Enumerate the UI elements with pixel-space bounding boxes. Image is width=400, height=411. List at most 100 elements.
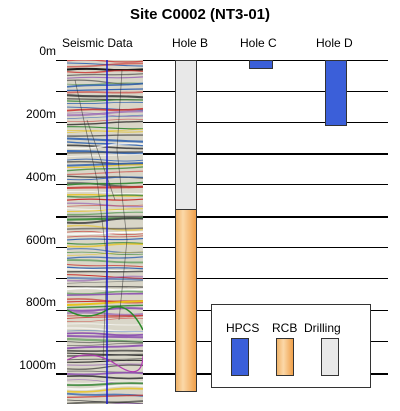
grid-line-500: [56, 216, 388, 218]
grid-line-700: [56, 278, 388, 279]
legend-label-rcb: RCB: [272, 321, 298, 335]
seismic-reflector-band: [67, 126, 143, 130]
grid-line-200: [56, 122, 388, 123]
seismic-reflector-band: [67, 251, 143, 256]
seismic-reflector-band: [67, 166, 143, 172]
seismic-reflector-band: [67, 290, 143, 295]
seismic-reflector-band: [67, 330, 143, 333]
seismic-reflector-band: [67, 263, 143, 268]
depth-label-800: 800m: [25, 295, 56, 309]
depth-label-0: 0m: [39, 44, 56, 58]
seismic-reflector-band: [67, 259, 143, 264]
seismic-reflector-band: [67, 88, 143, 92]
hole-b-drilling-bar: [175, 60, 197, 210]
legend-label-drilling: Drilling: [304, 321, 341, 335]
legend-label-hpcs: HPCS: [226, 321, 260, 335]
seismic-reflector-band: [67, 69, 143, 74]
seismic-reflector-band: [67, 82, 143, 88]
depth-label-200: 200m: [25, 107, 56, 121]
seismic-reflector-band: [67, 151, 143, 154]
seismic-reflector-band: [67, 227, 143, 230]
seismic-reflector-band: [67, 251, 143, 255]
seismic-reflector-band: [67, 76, 143, 79]
seismic-reflector-band: [67, 235, 143, 238]
seismic-reflector-band: [67, 332, 143, 337]
depth-label-1000: 1000m: [19, 358, 56, 372]
seismic-reflector-band: [67, 73, 143, 77]
seismic-reflector-band: [67, 286, 143, 288]
seismic-reflector-band: [67, 343, 143, 346]
seismic-reflector-band: [67, 185, 143, 190]
grid-line-0: [56, 60, 388, 61]
seismic-reflector-band: [67, 363, 143, 366]
grid-line-400: [56, 184, 388, 185]
seismic-reflector-band: [67, 274, 143, 279]
seismic-reflector-band: [67, 256, 143, 259]
legend-swatch-rcb: [276, 338, 294, 376]
seismic-reflector-band: [67, 164, 143, 169]
seismic-reflector-band: [67, 384, 143, 391]
seismic-reflector-band: [67, 335, 143, 339]
depth-label-400: 400m: [25, 170, 56, 184]
seismic-reflector-band: [67, 380, 143, 384]
seismic-reflector-band: [67, 400, 143, 404]
seismic-reflector-band: [67, 204, 143, 207]
seismic-reflector-band: [67, 371, 143, 376]
seismic-reflector-band: [67, 60, 143, 63]
seismic-reflector-band: [67, 112, 143, 117]
seismic-reflector-band: [67, 382, 143, 387]
hole-d-hpcs-bar: [325, 60, 347, 126]
seismic-reflector-band: [67, 208, 143, 212]
depth-label-600: 600m: [25, 233, 56, 247]
seismic-data-label: Seismic Data: [62, 36, 133, 50]
seismic-reflector-band: [67, 193, 143, 197]
seismic-reflector-band: [67, 211, 143, 216]
seismic-reflector-band: [67, 375, 143, 380]
seismic-data-image: [67, 60, 143, 404]
seismic-reflector-band: [67, 144, 143, 150]
hole-c-label: Hole C: [240, 36, 277, 50]
seismic-reflector-band: [67, 67, 143, 72]
seismic-reflector-band: [67, 181, 143, 186]
seismic-reflector-band: [67, 323, 143, 326]
hole-c-hpcs-bar: [249, 60, 273, 69]
seismic-reflector-band: [67, 110, 143, 117]
page-title: Site C0002 (NT3-01): [129, 6, 271, 23]
seismic-reflector-band: [67, 248, 143, 254]
seismic-reflector-band: [67, 142, 143, 150]
seismic-reflector-band: [67, 120, 143, 126]
seismic-reflector-band: [67, 158, 143, 162]
seismic-reflector-band: [67, 394, 143, 399]
seismic-reflector-band: [67, 231, 143, 235]
hole-b-label: Hole B: [172, 36, 209, 50]
seismic-reflector-band: [67, 134, 143, 137]
seismic-reflector-band: [67, 62, 143, 68]
grid-line-600: [56, 247, 388, 248]
grid-line-100: [56, 91, 388, 92]
seismic-reflector-band: [67, 266, 143, 270]
grid-line-300: [56, 153, 388, 155]
seismic-reflector-band: [67, 340, 143, 344]
seismic-reflector-band: [67, 128, 143, 133]
seismic-reflector-band: [67, 198, 143, 201]
seismic-reflector-band: [67, 176, 143, 181]
seismic-reflector-band: [67, 202, 143, 208]
seismic-reflector-band: [67, 162, 143, 167]
seismic-reflector-band: [67, 101, 143, 104]
hole-b-rcb-bar: [175, 209, 197, 392]
seismic-reflector-band: [67, 82, 143, 85]
seismic-reflector-band: [67, 170, 143, 176]
hole-d-label: Hole D: [316, 36, 353, 50]
seismic-reflector-band: [67, 359, 143, 363]
seismic-reflector-band: [67, 287, 143, 292]
seismic-reflector-band: [67, 238, 143, 241]
seismic-reflector-band: [67, 387, 143, 393]
seismic-reflector-band: [67, 91, 143, 94]
seismic-reflector-band: [109, 403, 143, 404]
seismic-reflector-band: [67, 194, 143, 198]
seismic-reflector-band: [67, 358, 143, 361]
seismic-reflector-band: [67, 217, 143, 225]
legend-box: HPCS RCB Drilling: [211, 304, 371, 388]
legend-swatch-hpcs: [231, 338, 249, 376]
